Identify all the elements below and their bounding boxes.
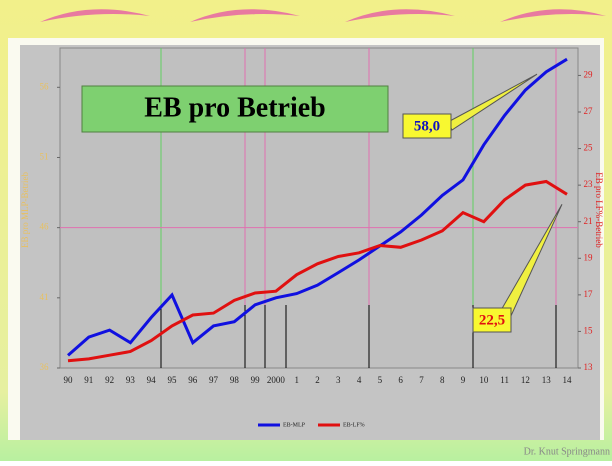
x-tick-label: 13 xyxy=(542,375,552,385)
x-tick-label: 7 xyxy=(419,375,424,385)
line-series xyxy=(67,57,568,357)
callout-box xyxy=(402,113,452,139)
title-box xyxy=(81,85,389,133)
x-tick-label: 2 xyxy=(315,375,320,385)
y2-tick-label: 25 xyxy=(584,143,594,153)
annotation: 22,5 xyxy=(479,312,505,328)
footer: Dr. Knut Springmann xyxy=(524,446,610,457)
x-tick-label: 91 xyxy=(84,375,93,385)
y2-tick-label: 29 xyxy=(584,69,594,79)
x-tick-label: 97 xyxy=(209,375,219,385)
y-axis-label: EB pro MLP-Betrieb xyxy=(20,172,30,248)
x-tick-label: 10 xyxy=(479,375,489,385)
y2-tick-label: 13 xyxy=(584,362,594,372)
x-tick-label: 11 xyxy=(500,375,509,385)
y2-axis-label: EB pro LF%-Betrieb xyxy=(594,172,604,248)
x-tick-label: 9 xyxy=(461,375,466,385)
y2-tick-label: 15 xyxy=(584,325,594,335)
y2-tick-label: 17 xyxy=(584,289,594,299)
decoration xyxy=(40,9,606,22)
y-tick-label: 36 xyxy=(40,362,50,372)
y-tick-label: 56 xyxy=(40,81,50,91)
x-tick-label: 98 xyxy=(230,375,240,385)
y-tick-label: 51 xyxy=(40,152,49,162)
y2-tick-label: 23 xyxy=(584,179,594,189)
legend-label: EB-LF% xyxy=(343,422,365,428)
x-tick-label: 90 xyxy=(64,375,74,385)
x-tick-label: 3 xyxy=(336,375,341,385)
x-tick-label: 94 xyxy=(147,375,157,385)
chart-title: EB pro Betrieb xyxy=(144,92,325,123)
x-tick-label: 2000 xyxy=(267,375,286,385)
annotation: 58,0 xyxy=(414,118,440,134)
x-tick-label: 99 xyxy=(251,375,261,385)
x-tick-label: 92 xyxy=(105,375,114,385)
y-tick-label: 46 xyxy=(40,222,50,232)
x-tick-label: 14 xyxy=(563,375,573,385)
x-tick-label: 5 xyxy=(378,375,383,385)
x-tick-label: 95 xyxy=(167,375,177,385)
y-tick-label: 41 xyxy=(40,292,49,302)
line-series xyxy=(67,179,568,363)
x-tick-label: 1 xyxy=(294,375,299,385)
legend-label: EB-MLP xyxy=(283,422,306,428)
y2-tick-label: 19 xyxy=(584,252,594,262)
x-tick-label: 96 xyxy=(188,375,198,385)
y2-tick-label: 21 xyxy=(584,216,593,226)
x-tick-label: 6 xyxy=(398,375,403,385)
x-tick-label: 93 xyxy=(126,375,136,385)
x-tick-label: 4 xyxy=(357,375,362,385)
x-tick-label: 8 xyxy=(440,375,445,385)
callout-box xyxy=(472,307,512,333)
y2-tick-label: 27 xyxy=(584,106,594,116)
x-tick-label: 12 xyxy=(521,375,530,385)
